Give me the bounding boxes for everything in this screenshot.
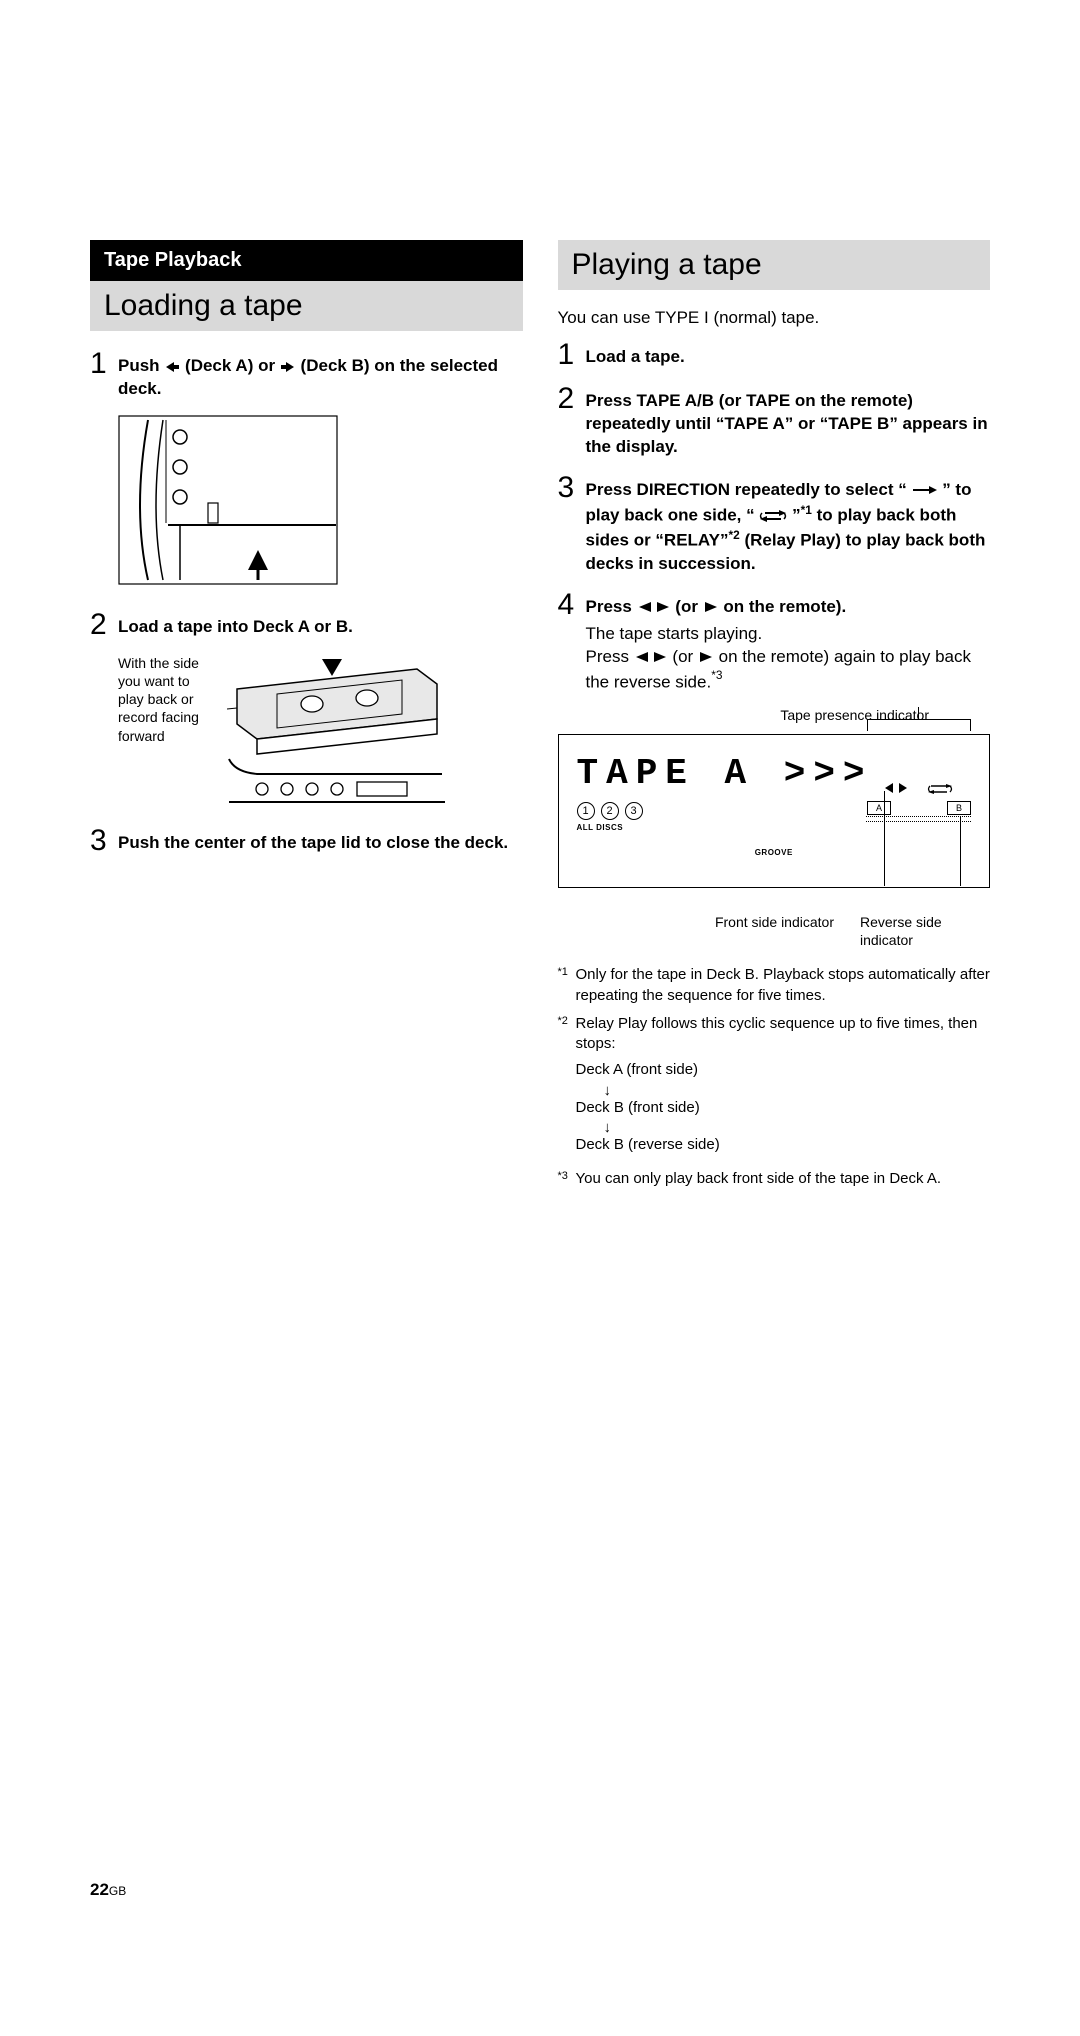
step-detail: The tape starts playing. (586, 623, 991, 646)
reverse-side-label: Reverse side indicator (860, 914, 980, 949)
footnote-mark: *1 (558, 965, 576, 1006)
text-part: (Deck A) or (185, 356, 280, 375)
step-text: Press DIRECTION repeatedly to select “ ”… (586, 473, 991, 576)
footnote-ref-2: *2 (728, 528, 739, 542)
seq-item: Deck B (reverse side) (576, 1135, 991, 1155)
display-panel: Tape presence indicator TAPE A >>> 1 2 3… (558, 734, 991, 888)
left-column: Tape Playback Loading a tape 1 Push (Dec… (90, 240, 523, 1197)
text-part: (or (672, 647, 698, 666)
leader-line (918, 707, 919, 719)
front-side-label: Front side indicator (715, 914, 834, 949)
footnote-2: *2 Relay Play follows this cyclic sequen… (558, 1014, 991, 1161)
text-part: (or (675, 597, 702, 616)
illustration-2-row: With the side you want to play back or r… (118, 654, 523, 804)
illustration-1-wrap (118, 415, 523, 590)
display-text: TAPE A >>> (577, 753, 972, 794)
page-number-value: 22 (90, 1880, 109, 1899)
text-part: Press (586, 647, 634, 666)
step-detail: Press (or on the remote) again to play b… (586, 646, 991, 695)
bracket-icon (867, 719, 971, 731)
step-text: Load a tape into Deck A or B. (118, 610, 523, 639)
play-forward-icon (703, 601, 719, 613)
tape-side-caption: With the side you want to play back or r… (118, 654, 213, 745)
all-discs-label: ALL DISCS (577, 823, 972, 832)
playing-step-1: 1 Load a tape. (558, 340, 991, 370)
step-number: 1 (90, 349, 118, 379)
down-arrow-icon: ↓ (576, 1120, 991, 1135)
footnote-text: Relay Play follows this cyclic sequence … (576, 1015, 978, 1052)
right-column: Playing a tape You can use TYPE I (norma… (558, 240, 991, 1197)
step-number: 2 (558, 384, 586, 414)
text-part: ” (792, 505, 801, 524)
step-body: Press (or on the remote). The tape start… (586, 590, 991, 694)
text-part: on the remote). (723, 597, 846, 616)
both-sides-icon (759, 509, 787, 523)
playing-step-4: 4 Press (or on the remote). The tape sta… (558, 590, 991, 694)
text-part: Push (118, 356, 164, 375)
footnote-ref-1: *1 (801, 503, 812, 517)
step-text: Push (Deck A) or (Deck B) on the selecte… (118, 349, 523, 401)
loading-step-1: 1 Push (Deck A) or (Deck B) on the selec… (90, 349, 523, 401)
loading-step-3: 3 Push the center of the tape lid to clo… (90, 826, 523, 856)
section-tab: Tape Playback (90, 240, 523, 281)
display-panel-wrap: Tape presence indicator TAPE A >>> 1 2 3… (558, 734, 991, 949)
play-both-dir-icon (634, 651, 668, 663)
playing-step-2: 2 Press TAPE A/B (or TAPE on the remote)… (558, 384, 991, 459)
seq-item: Deck B (front side) (576, 1098, 991, 1118)
footnotes: *1 Only for the tape in Deck B. Playback… (558, 965, 991, 1189)
down-arrow-icon: ↓ (576, 1083, 991, 1098)
play-both-dir-icon (637, 601, 671, 613)
groove-label: GROOVE (577, 848, 972, 857)
disc-2-icon: 2 (601, 802, 619, 820)
display-bottom-labels: Front side indicator Reverse side indica… (558, 914, 991, 949)
leader-line (884, 791, 885, 886)
footnote-mark: *3 (558, 1169, 576, 1189)
footnote-body: Relay Play follows this cyclic sequence … (576, 1014, 991, 1161)
two-column-layout: Tape Playback Loading a tape 1 Push (Dec… (90, 240, 990, 1197)
deck-b-indicator: B (947, 801, 971, 815)
page-number-suffix: GB (109, 1884, 126, 1898)
disc-1-icon: 1 (577, 802, 595, 820)
step-number: 3 (90, 826, 118, 856)
loading-step-2: 2 Load a tape into Deck A or B. (90, 610, 523, 640)
footnote-text: You can only play back front side of the… (576, 1169, 991, 1189)
loop-mini-icon (927, 783, 953, 795)
tick-segments (866, 816, 971, 822)
page-content: Tape Playback Loading a tape 1 Push (Dec… (90, 240, 990, 1197)
section-title-playing: Playing a tape (558, 240, 991, 290)
deck-open-illustration (118, 415, 338, 585)
footnote-ref-3: *3 (711, 668, 722, 682)
text-part: Press DIRECTION repeatedly to select “ (586, 480, 907, 499)
intro-text: You can use TYPE I (normal) tape. (558, 308, 991, 328)
disc-3-icon: 3 (625, 802, 643, 820)
seq-item: Deck A (front side) (576, 1060, 991, 1080)
one-side-icon (911, 484, 937, 496)
leader-line (960, 817, 961, 886)
step-number: 2 (90, 610, 118, 640)
section-title-loading: Loading a tape (90, 281, 523, 331)
step-text: Push the center of the tape lid to close… (118, 826, 523, 855)
play-forward-icon (698, 651, 714, 663)
relay-sequence: Deck A (front side) ↓ Deck B (front side… (576, 1060, 991, 1155)
footnote-1: *1 Only for the tape in Deck B. Playback… (558, 965, 991, 1006)
page-number: 22GB (90, 1880, 126, 1900)
step-number: 4 (558, 590, 586, 620)
eject-left-icon (280, 361, 296, 373)
playing-step-3: 3 Press DIRECTION repeatedly to select “… (558, 473, 991, 576)
step-number: 1 (558, 340, 586, 370)
footnote-3: *3 You can only play back front side of … (558, 1169, 991, 1189)
footnote-mark: *2 (558, 1014, 576, 1161)
step-number: 3 (558, 473, 586, 503)
step-text: Load a tape. (586, 340, 991, 369)
text-part: Press (586, 597, 637, 616)
deck-a-indicator: A (867, 801, 891, 815)
footnote-text: Only for the tape in Deck B. Playback st… (576, 965, 991, 1006)
direction-mini-icon (881, 781, 911, 795)
tape-insert-illustration (227, 654, 447, 804)
step-text: Press TAPE A/B (or TAPE on the remote) r… (586, 384, 991, 459)
eject-right-icon (164, 361, 180, 373)
